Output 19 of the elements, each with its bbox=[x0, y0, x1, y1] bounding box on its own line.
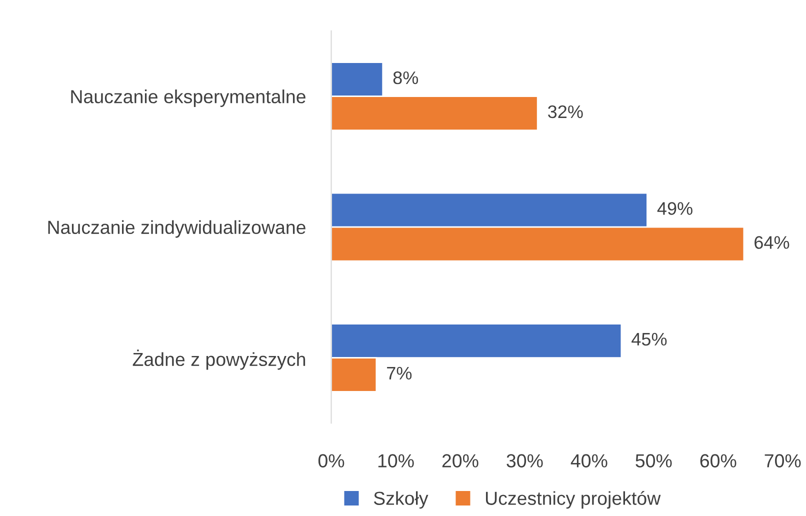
data-label: 49% bbox=[657, 202, 692, 215]
x-tick-label: 40% bbox=[570, 454, 608, 468]
data-label: 32% bbox=[548, 105, 583, 118]
x-tick-label: 60% bbox=[700, 454, 736, 468]
x-tick-label: 30% bbox=[506, 454, 543, 468]
legend-label: Szkoły bbox=[374, 491, 428, 509]
data-label: 45% bbox=[632, 332, 667, 346]
y-tick-label: Nauczanie eksperymentalne bbox=[71, 90, 306, 108]
x-tick-label: 20% bbox=[442, 454, 478, 468]
y-tick-label: Nauczanie zindywidualizowane bbox=[48, 220, 306, 238]
x-tick-label: 0% bbox=[318, 454, 344, 468]
x-tick-label: 50% bbox=[636, 454, 672, 468]
data-label: 8% bbox=[393, 71, 418, 84]
data-label: 7% bbox=[387, 366, 412, 380]
x-tick-label: 70% bbox=[764, 454, 801, 468]
legend-label: Uczestnicy projektów bbox=[486, 490, 661, 509]
x-tick-label: 10% bbox=[378, 454, 414, 468]
data-label: 64% bbox=[754, 236, 790, 249]
y-tick-label: Żadne z powyższych bbox=[132, 350, 306, 370]
